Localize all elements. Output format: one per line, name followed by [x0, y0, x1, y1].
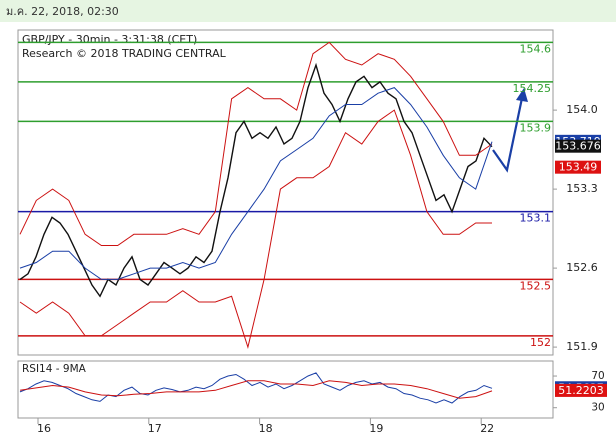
- x-tick-label: 18: [259, 422, 273, 435]
- level-label: 153.9: [520, 121, 552, 134]
- level-label: 152: [530, 336, 551, 349]
- rsi-line: [19, 380, 493, 399]
- series-line: [19, 62, 493, 298]
- level-label: 153.1: [520, 212, 552, 225]
- level-label: 154.25: [513, 82, 552, 95]
- x-tick-label: 19: [369, 422, 383, 435]
- x-tick-label: 16: [37, 422, 51, 435]
- y-tick-label: 154.0: [566, 103, 598, 116]
- header-bar: [0, 0, 616, 22]
- y-tick-label: 152.6: [566, 261, 598, 274]
- x-tick-label: 17: [148, 422, 162, 435]
- price-tag: [555, 139, 601, 153]
- rsi-panel: [17, 360, 554, 419]
- rsi-line: [19, 372, 493, 404]
- price-tag-label: 153.676: [555, 140, 601, 153]
- level-label: 152.5: [520, 279, 552, 292]
- rsi-tick-label: 30: [591, 402, 604, 414]
- price-tag: [555, 160, 601, 174]
- timestamp: ม.ค. 22, 2018, 02:30: [6, 5, 119, 18]
- rsi-title: RSI14 - 9MA: [22, 363, 87, 375]
- arrow-head: [516, 88, 528, 102]
- series-line: [19, 109, 492, 349]
- chart-title: GBP/JPY - 30min - 3:31:38 (CET): [22, 33, 197, 46]
- series-line: [19, 87, 493, 280]
- chart-subtitle: Research © 2018 TRADING CENTRAL: [22, 47, 227, 60]
- x-tick-label: 22: [480, 422, 494, 435]
- y-tick-label: 151.9: [566, 340, 598, 353]
- rsi-tag: [555, 383, 607, 397]
- rsi-tag-label: 51.2203: [558, 384, 604, 397]
- series-line: [19, 41, 493, 246]
- rsi-tick-label: 70: [591, 370, 604, 382]
- price-tag-label: 153.49: [559, 161, 598, 174]
- y-tick-label: 153.3: [566, 182, 598, 195]
- level-label: 154.6: [520, 42, 552, 55]
- price-panel: [17, 29, 554, 356]
